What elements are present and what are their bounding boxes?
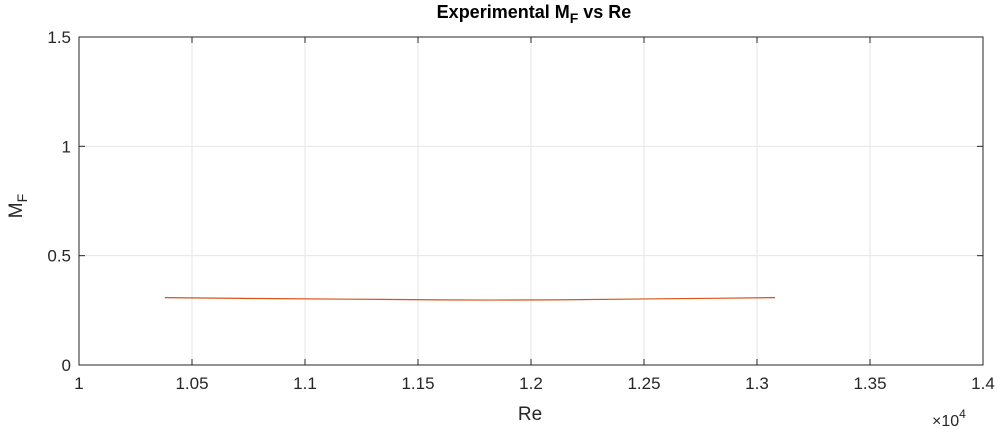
grid-lines	[78, 36, 984, 366]
y-axis-label: MF	[6, 194, 30, 218]
x-tick-label: 1.25	[627, 374, 660, 393]
y-tick-label: 1.5	[47, 28, 71, 47]
x-tick-label: 1.05	[175, 374, 208, 393]
x-axis-multiplier-base: ×10	[932, 413, 959, 429]
x-tick-label: 1.1	[293, 374, 317, 393]
y-axis-label-subscript: F	[14, 194, 30, 203]
chart-title-main: Experimental M	[437, 2, 570, 22]
chart-title-subscript: F	[570, 10, 579, 26]
x-axis-multiplier-exponent: 4	[959, 407, 966, 421]
x-tick-label: 1.2	[519, 374, 543, 393]
x-axis-multiplier: ×104	[932, 407, 966, 429]
y-tick-label: 1	[62, 137, 71, 156]
x-axis-label: Re	[518, 404, 542, 425]
x-tick-label: 1.4	[971, 374, 995, 393]
x-tick-label: 1.3	[745, 374, 769, 393]
y-axis-label-main: M	[6, 202, 27, 218]
x-tick-label: 1.35	[853, 374, 886, 393]
y-tick-label: 0	[62, 356, 71, 375]
series-line	[164, 297, 776, 301]
chart-title-suffix: vs Re	[578, 2, 631, 22]
chart-title: Experimental MF vs Re	[437, 2, 632, 26]
x-tick-label: 1	[74, 374, 83, 393]
x-tick-label: 1.15	[401, 374, 434, 393]
y-tick-label: 0.5	[47, 247, 71, 266]
axis-ticks: 1 1.05 1.1 1.15 1.2 1.25 1.3 1.35 1.4 0 0.5 1 1.5	[47, 28, 994, 393]
series-layer	[164, 297, 776, 301]
